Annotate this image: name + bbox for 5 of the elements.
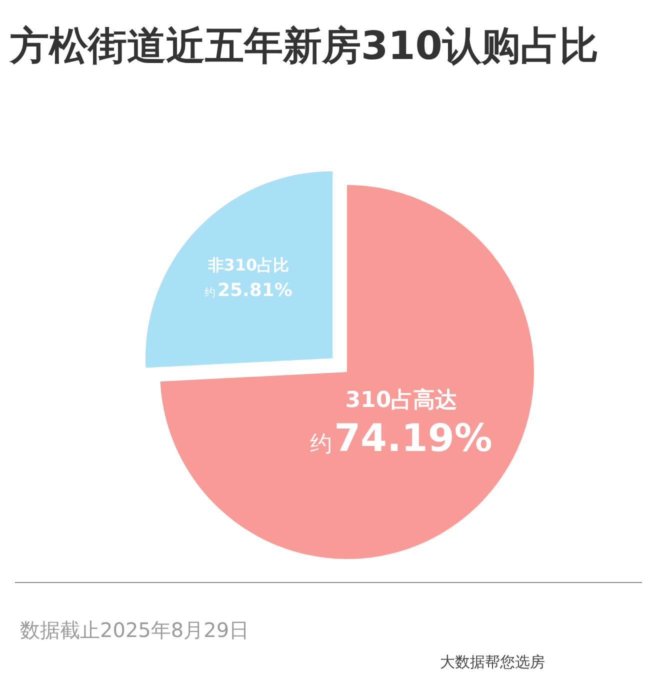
slice-label: 非310占比 xyxy=(206,256,290,275)
text: 数据截止2025年8月29日 xyxy=(20,617,250,643)
chart-title: 方松街道近五年新房310认购占比 xyxy=(10,24,598,70)
text: 大数据帮您选房 xyxy=(440,652,545,672)
slice-label: 310占高达 xyxy=(345,387,458,414)
